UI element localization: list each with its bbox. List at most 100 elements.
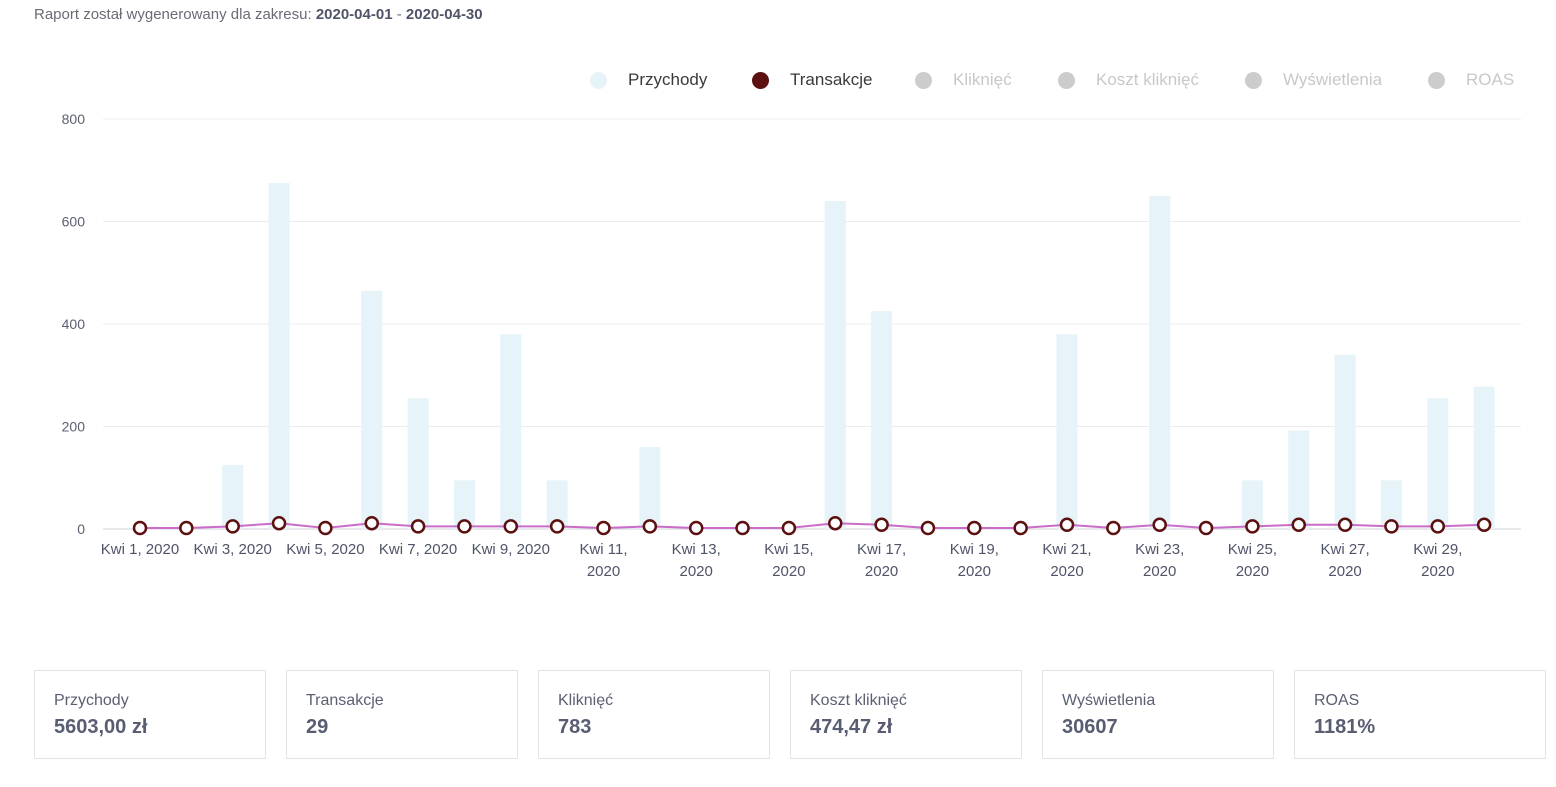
- stat-card-transakcje: Transakcje 29: [286, 670, 518, 759]
- point-transakcje-30: [1476, 517, 1492, 533]
- x-tick-label-9: Kwi 9, 2020: [472, 541, 550, 558]
- bar-przychody-21: [1056, 334, 1078, 529]
- report-range-prefix: Raport został wygenerowany dla zakresu:: [34, 6, 312, 23]
- stat-card-koszt-klikniec: Koszt kliknięć 474,47 zł: [790, 670, 1022, 759]
- legend-dot-klikniec: [915, 71, 932, 89]
- point-transakcje-4: [271, 515, 287, 531]
- point-transakcje-18: [920, 520, 936, 536]
- legend-item-klikniec[interactable]: Kliknięć: [915, 70, 1012, 90]
- legend-item-wyswietlenia[interactable]: Wyświetlenia: [1245, 70, 1382, 90]
- point-transakcje-2: [179, 520, 194, 536]
- y-tick-label-0: 0: [77, 521, 85, 537]
- legend-label-koszt-klikniec: Koszt kliknięć: [1096, 70, 1199, 89]
- bar-przychody-3: [222, 464, 244, 529]
- stat-label-klikniec: Kliknięć: [558, 692, 614, 709]
- point-transakcje-25: [1245, 519, 1260, 534]
- x-tick-label-29: Kwi 29, 2020: [1413, 541, 1462, 580]
- stat-card-przychody: Przychody 5603,00 zł: [34, 670, 266, 759]
- bar-przychody-10: [546, 480, 568, 529]
- x-tick-label-3: Kwi 3, 2020: [194, 541, 272, 558]
- bar-przychody-7: [407, 398, 429, 529]
- stat-card-wyswietlenia: Wyświetlenia 30607: [1042, 670, 1274, 759]
- stat-label-roas: ROAS: [1314, 692, 1360, 709]
- revenue-transactions-chart: 0 200 400 600 800 Kwi 1, 2020 Kwi 3, 2020 Kwi 5…: [62, 111, 1521, 580]
- point-transakcje-23: [1152, 517, 1167, 533]
- legend-item-roas[interactable]: ROAS: [1428, 70, 1514, 90]
- y-tick-label-400: 400: [62, 316, 86, 332]
- legend-item-transakcje[interactable]: Transakcje: [752, 70, 873, 90]
- point-transakcje-13: [688, 520, 704, 536]
- bar-przychody-28: [1380, 480, 1402, 529]
- stat-label-przychody: Przychody: [54, 692, 129, 709]
- bar-przychody-4: [268, 183, 290, 529]
- legend-dot-koszt-klikniec: [1058, 71, 1075, 89]
- report-range-text: Raport został wygenerowany dla zakresu: …: [34, 6, 483, 23]
- legend-label-wyswietlenia: Wyświetlenia: [1283, 70, 1383, 89]
- point-transakcje-20: [1013, 520, 1028, 536]
- point-transakcje-12: [642, 519, 658, 534]
- point-transakcje-19: [967, 520, 982, 536]
- bar-przychody-26: [1288, 430, 1310, 529]
- legend-item-koszt-klikniec[interactable]: Koszt kliknięć: [1058, 70, 1199, 90]
- point-transakcje-22: [1106, 520, 1121, 536]
- x-tick-label-15: Kwi 15, 2020: [764, 541, 813, 580]
- x-tick-label-27: Kwi 27, 2020: [1320, 541, 1369, 580]
- stat-value-roas: 1181%: [1314, 716, 1376, 738]
- point-transakcje-29: [1430, 519, 1446, 534]
- stat-value-transakcje: 29: [306, 716, 329, 738]
- report-date-from: 2020-04-01: [315, 6, 393, 23]
- bar-przychody-23: [1149, 195, 1171, 529]
- bar-przychody-16: [824, 201, 846, 529]
- legend-item-przychody[interactable]: Przychody: [590, 70, 707, 90]
- stat-card-klikniec: Kliknięć 783: [538, 670, 770, 759]
- stat-value-wyswietlenia: 30607: [1062, 716, 1118, 738]
- point-transakcje-28: [1384, 519, 1399, 534]
- bar-przychody-12: [639, 447, 661, 529]
- point-transakcje-21: [1059, 517, 1075, 533]
- y-tick-label-800: 800: [62, 111, 86, 127]
- point-transakcje-7: [410, 519, 426, 534]
- x-tick-label-19: Kwi 19, 2020: [950, 541, 999, 580]
- bar-przychody-25: [1241, 480, 1263, 529]
- stat-value-klikniec: 783: [558, 716, 592, 738]
- point-transakcje-6: [364, 515, 379, 531]
- stat-label-koszt-klikniec: Koszt kliknięć: [810, 692, 907, 709]
- bar-przychody-17: [871, 311, 893, 529]
- point-transakcje-14: [735, 520, 750, 536]
- chart-legend: Przychody Transakcje Kliknięć Koszt klik…: [0, 70, 1556, 96]
- stat-value-przychody: 5603,00 zł: [54, 716, 148, 738]
- legend-dot-wyswietlenia: [1245, 71, 1262, 89]
- bar-przychody-6: [361, 290, 383, 529]
- point-transakcje-3: [225, 519, 240, 534]
- point-transakcje-15: [781, 520, 797, 536]
- x-tick-label-13: Kwi 13, 2020: [672, 541, 721, 580]
- point-transakcje-26: [1291, 517, 1306, 533]
- x-tick-label-23: Kwi 23, 2020: [1135, 541, 1184, 580]
- report-date-to: 2020-04-30: [405, 6, 483, 23]
- x-tick-label-7: Kwi 7, 2020: [379, 541, 457, 558]
- x-tick-label-17: Kwi 17, 2020: [857, 541, 906, 580]
- stat-label-transakcje: Transakcje: [306, 692, 384, 709]
- legend-label-roas: ROAS: [1466, 70, 1515, 89]
- y-tick-label-200: 200: [62, 419, 86, 435]
- stats-summary: Przychody 5603,00 zł Transakcje 29 Klikn…: [34, 670, 1548, 761]
- x-tick-label-21: Kwi 21, 2020: [1042, 541, 1091, 580]
- point-transakcje-9: [503, 519, 519, 534]
- point-transakcje-1: [132, 520, 148, 536]
- x-tick-label-5: Kwi 5, 2020: [286, 541, 364, 558]
- x-tick-label-1: Kwi 1, 2020: [101, 541, 179, 558]
- bar-przychody-27: [1334, 354, 1356, 529]
- stat-value-koszt-klikniec: 474,47 zł: [810, 716, 893, 738]
- legend-dot-transakcje: [752, 71, 769, 89]
- point-transakcje-5: [318, 520, 333, 536]
- bar-przychody-9: [500, 334, 522, 529]
- legend-label-klikniec: Kliknięć: [953, 70, 1012, 89]
- bar-przychody-8: [453, 480, 475, 529]
- point-transakcje-11: [596, 520, 611, 536]
- x-tick-label-11: Kwi 11, 2020: [579, 541, 627, 580]
- stat-label-wyswietlenia: Wyświetlenia: [1062, 692, 1156, 709]
- point-transakcje-17: [874, 517, 889, 533]
- line-transakcje: [140, 522, 1485, 530]
- bar-przychody-30: [1473, 386, 1495, 529]
